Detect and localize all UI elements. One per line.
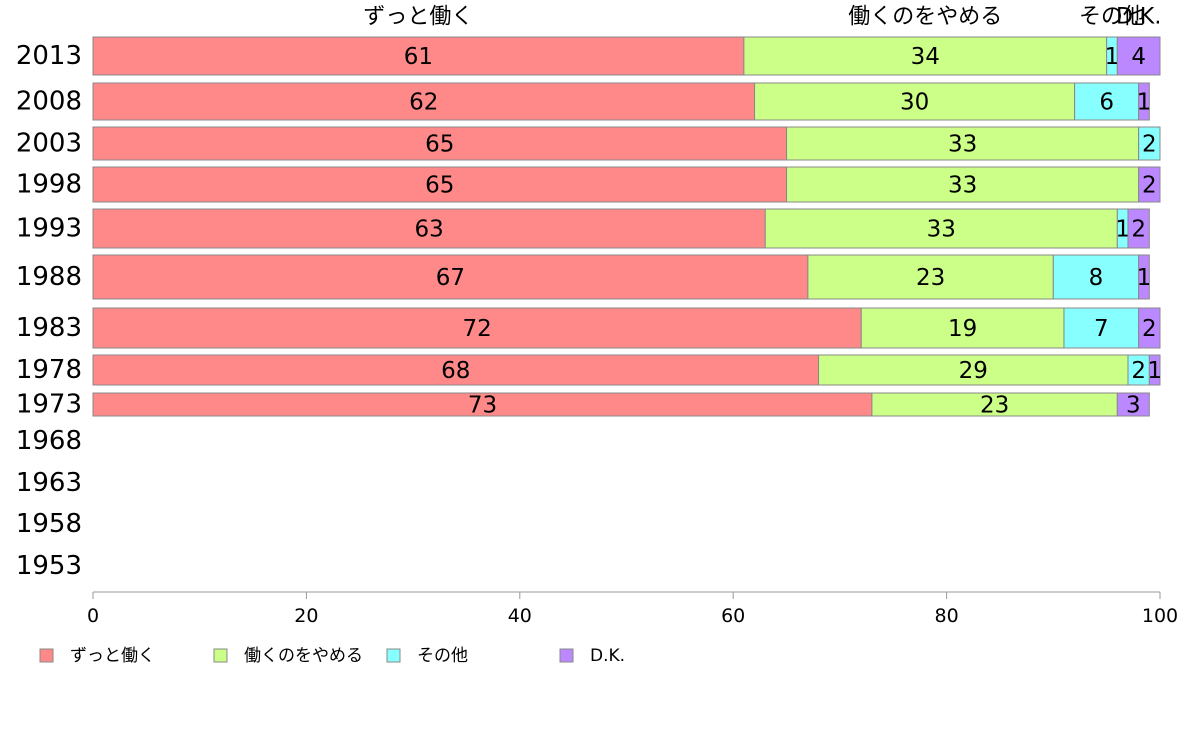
x-tick-label: 40 xyxy=(508,605,532,627)
bar-segment xyxy=(1148,354,1161,386)
x-tick-label: 20 xyxy=(294,605,318,627)
data-label: 67 xyxy=(436,265,465,291)
x-tick-label: 60 xyxy=(721,605,745,627)
year-label: 1958 xyxy=(16,509,82,539)
data-label: 33 xyxy=(948,173,977,199)
bar-segment xyxy=(1063,307,1140,349)
year-label: 1968 xyxy=(16,426,82,456)
bar-segment xyxy=(92,208,766,249)
year-label: 2008 xyxy=(16,87,82,117)
data-label: 2 xyxy=(1142,132,1157,158)
bar-segment xyxy=(92,126,788,161)
year-label: 1978 xyxy=(16,355,82,385)
data-label: 1 xyxy=(1137,265,1152,291)
data-label: 29 xyxy=(959,358,988,384)
data-label: 1 xyxy=(1115,217,1130,243)
x-tick-label: 80 xyxy=(935,605,959,627)
bar-segment xyxy=(1074,82,1140,121)
bar-segment xyxy=(1138,166,1161,203)
data-label: 19 xyxy=(948,316,977,342)
top-category-label: その他 xyxy=(1079,5,1145,30)
bar-segment xyxy=(1138,254,1150,300)
data-label: 4 xyxy=(1131,44,1146,70)
bar-segment xyxy=(92,254,809,300)
top-category-label: D.K. xyxy=(1116,5,1161,30)
year-label: 1953 xyxy=(16,551,82,581)
data-label: 61 xyxy=(404,44,433,70)
legend-swatch xyxy=(213,648,228,663)
bar-segment xyxy=(1116,36,1161,76)
legend-label: D.K. xyxy=(590,646,625,666)
year-label: 1983 xyxy=(16,313,82,343)
bar-segment xyxy=(92,354,820,386)
bar-segment xyxy=(1127,208,1150,249)
data-label: 63 xyxy=(414,217,443,243)
data-label: 65 xyxy=(425,132,454,158)
legend-label: 働くのをやめる xyxy=(244,646,363,666)
year-label: 1973 xyxy=(16,390,82,420)
data-label: 33 xyxy=(927,217,956,243)
year-label: 1998 xyxy=(16,170,82,200)
bar-segment xyxy=(92,36,745,76)
bar-segment xyxy=(92,166,788,203)
x-tick-label: 0 xyxy=(87,605,99,627)
data-label: 30 xyxy=(900,90,929,116)
bar-segment xyxy=(1138,307,1161,349)
data-label: 3 xyxy=(1126,393,1141,419)
data-label: 1 xyxy=(1105,44,1120,70)
legend-label: その他 xyxy=(417,646,468,666)
data-label: 34 xyxy=(911,44,940,70)
bar-segment xyxy=(92,82,756,121)
data-label: 6 xyxy=(1099,90,1114,116)
top-category-label: ずっと働く xyxy=(363,5,473,30)
bar-segment xyxy=(743,36,1108,76)
data-label: 8 xyxy=(1089,265,1104,291)
data-label: 1 xyxy=(1147,358,1162,384)
data-label: 2 xyxy=(1131,358,1146,384)
bar-segment xyxy=(807,254,1054,300)
data-label: 2 xyxy=(1142,173,1157,199)
legend-label: ずっと働く xyxy=(70,646,155,666)
data-label: 7 xyxy=(1094,316,1109,342)
data-label: 33 xyxy=(948,132,977,158)
year-label: 1988 xyxy=(16,262,82,292)
data-label: 23 xyxy=(916,265,945,291)
data-label: 65 xyxy=(425,173,454,199)
year-label: 1993 xyxy=(16,214,82,244)
year-label: 2013 xyxy=(16,41,82,71)
year-label: 1963 xyxy=(16,468,82,498)
data-label: 68 xyxy=(441,358,470,384)
data-label: 23 xyxy=(980,393,1009,419)
data-label: 62 xyxy=(409,90,438,116)
bar-segment xyxy=(1138,82,1150,121)
bar-segment xyxy=(818,354,1129,386)
data-label: 2 xyxy=(1131,217,1146,243)
bar-segment xyxy=(764,208,1118,249)
data-label: 1 xyxy=(1137,90,1152,116)
bar-segment xyxy=(754,82,1076,121)
data-label: 72 xyxy=(462,316,491,342)
x-tick-label: 100 xyxy=(1142,605,1178,627)
bar-segment xyxy=(1052,254,1140,300)
legend-swatch xyxy=(386,648,401,663)
top-category-label: 働くのをやめる xyxy=(848,5,1002,30)
data-label: 73 xyxy=(468,393,497,419)
data-label: 2 xyxy=(1142,316,1157,342)
legend-swatch xyxy=(559,648,574,663)
legend-swatch xyxy=(39,648,54,663)
bar-segment xyxy=(1138,126,1161,161)
bar-segment xyxy=(1116,392,1150,417)
year-label: 2003 xyxy=(16,129,82,159)
